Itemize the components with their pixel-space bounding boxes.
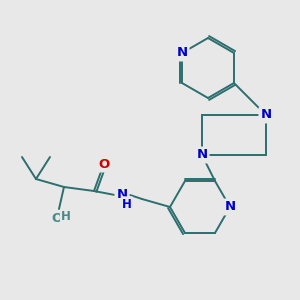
Text: N: N xyxy=(176,46,188,59)
Text: N: N xyxy=(260,109,272,122)
Text: H: H xyxy=(122,197,132,211)
Text: H: H xyxy=(61,211,71,224)
Text: N: N xyxy=(224,200,236,214)
Text: N: N xyxy=(196,148,208,161)
Text: N: N xyxy=(116,188,128,202)
Text: O: O xyxy=(51,212,63,226)
Text: O: O xyxy=(98,158,110,170)
